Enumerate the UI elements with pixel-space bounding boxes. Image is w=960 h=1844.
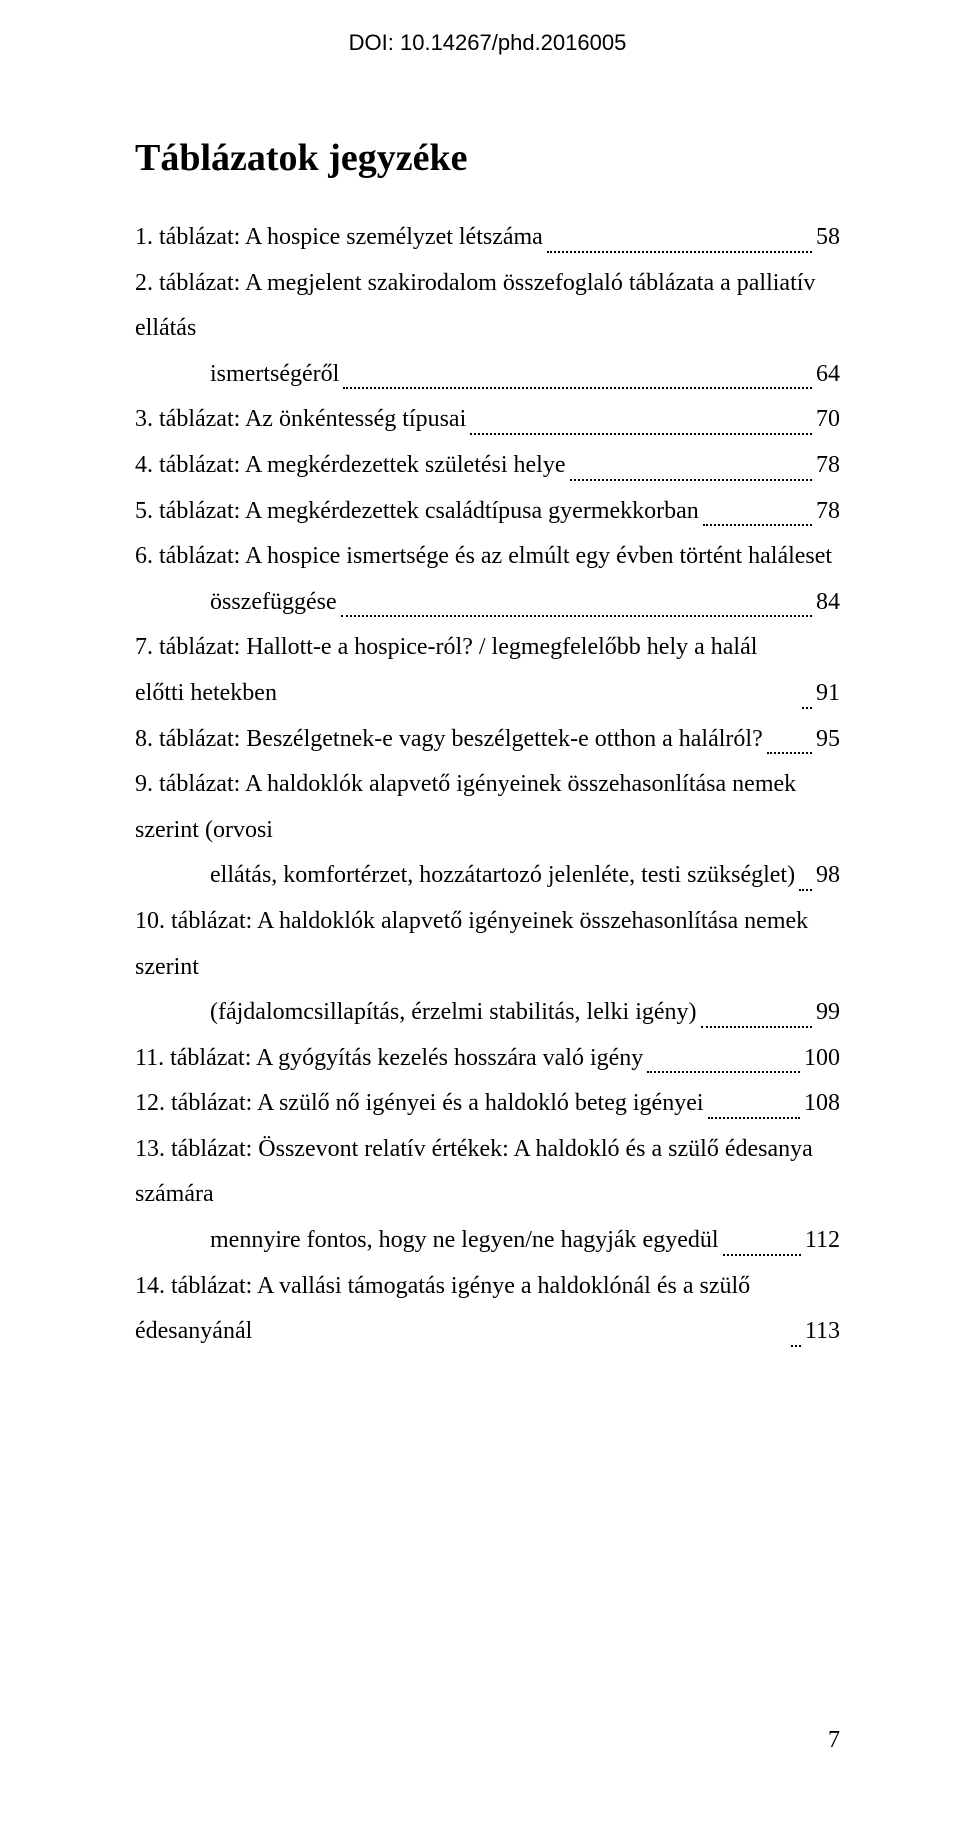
- toc-entry-text: 12. táblázat: A szülő nő igényei és a ha…: [135, 1081, 704, 1127]
- toc-leader: [341, 615, 812, 617]
- toc-entry-continuation: ismertségéről 64: [135, 352, 840, 398]
- toc-entry-cont-text: összefüggése: [210, 580, 337, 626]
- toc-entry-page: 112: [805, 1218, 840, 1264]
- toc-entry-page: 70: [816, 397, 840, 443]
- toc-entry: 4. táblázat: A megkérdezettek születési …: [135, 443, 840, 489]
- toc-entry: 11. táblázat: A gyógyítás kezelés hosszá…: [135, 1036, 840, 1082]
- toc-entry-page: 78: [816, 489, 840, 535]
- toc-entry-continuation: összefüggése 84: [135, 580, 840, 626]
- toc-entry-page: 64: [816, 352, 840, 398]
- toc-entry-text: 6. táblázat: A hospice ismertsége és az …: [135, 534, 832, 580]
- toc-entry-continuation: mennyire fontos, hogy ne legyen/ne hagyj…: [135, 1218, 840, 1264]
- toc-entry-cont-text: ellátás, komfortérzet, hozzátartozó jele…: [210, 853, 795, 899]
- doi-header: DOI: 10.14267/phd.2016005: [135, 30, 840, 56]
- toc-entry-text: 11. táblázat: A gyógyítás kezelés hosszá…: [135, 1036, 643, 1082]
- toc-entry: 10. táblázat: A haldoklók alapvető igény…: [135, 899, 840, 990]
- toc-leader: [701, 1026, 812, 1028]
- toc-leader: [723, 1254, 801, 1256]
- toc-entry: 1. táblázat: A hospice személyzet létszá…: [135, 215, 840, 261]
- toc-leader: [703, 524, 812, 526]
- toc-entry: 2. táblázat: A megjelent szakirodalom ös…: [135, 261, 840, 352]
- toc-entry-page: 99: [816, 990, 840, 1036]
- toc-entry-page: 84: [816, 580, 840, 626]
- toc-entry-continuation: ellátás, komfortérzet, hozzátartozó jele…: [135, 853, 840, 899]
- toc-entry-text: 7. táblázat: Hallott-e a hospice-ról? / …: [135, 625, 798, 716]
- toc-entry-text: 8. táblázat: Beszélgetnek-e vagy beszélg…: [135, 717, 763, 763]
- toc-leader: [343, 387, 812, 389]
- toc-entry-text: 2. táblázat: A megjelent szakirodalom ös…: [135, 261, 840, 352]
- toc-entry-text: 10. táblázat: A haldoklók alapvető igény…: [135, 899, 840, 990]
- toc-leader: [470, 433, 812, 435]
- toc-entry-page: 113: [805, 1309, 840, 1355]
- toc-entry-page: 100: [804, 1036, 840, 1082]
- toc-leader: [799, 889, 812, 891]
- toc-leader: [647, 1071, 800, 1073]
- toc-entry: 6. táblázat: A hospice ismertsége és az …: [135, 534, 840, 580]
- page-number: 7: [828, 1727, 840, 1754]
- toc-entry-text: 5. táblázat: A megkérdezettek családtípu…: [135, 489, 699, 535]
- toc-entry: 13. táblázat: Összevont relatív értékek:…: [135, 1127, 840, 1218]
- toc-entry-page: 95: [816, 717, 840, 763]
- toc-entry-page: 108: [804, 1081, 840, 1127]
- toc-entry-cont-text: mennyire fontos, hogy ne legyen/ne hagyj…: [210, 1218, 719, 1264]
- toc-entry: 14. táblázat: A vallási támogatás igénye…: [135, 1264, 840, 1355]
- toc-leader: [802, 707, 812, 709]
- page-title: Táblázatok jegyzéke: [135, 136, 840, 180]
- toc-entry-page: 58: [816, 215, 840, 261]
- toc-leader: [708, 1117, 800, 1119]
- toc-entry-page: 98: [816, 853, 840, 899]
- toc-entry-text: 1. táblázat: A hospice személyzet létszá…: [135, 215, 543, 261]
- toc-entry-text: 3. táblázat: Az önkéntesség típusai: [135, 397, 466, 443]
- toc-leader: [547, 251, 812, 253]
- toc-leader: [767, 752, 812, 754]
- toc-entry-text: 13. táblázat: Összevont relatív értékek:…: [135, 1127, 840, 1218]
- toc-entry: 7. táblázat: Hallott-e a hospice-ról? / …: [135, 625, 840, 716]
- toc-entry: 8. táblázat: Beszélgetnek-e vagy beszélg…: [135, 717, 840, 763]
- toc-entry-text: 14. táblázat: A vallási támogatás igénye…: [135, 1264, 787, 1355]
- toc-entry-page: 91: [816, 671, 840, 717]
- toc-entry: 12. táblázat: A szülő nő igényei és a ha…: [135, 1081, 840, 1127]
- toc-leader: [570, 479, 813, 481]
- toc-entry: 3. táblázat: Az önkéntesség típusai 70: [135, 397, 840, 443]
- toc-entry-cont-text: (fájdalomcsillapítás, érzelmi stabilitás…: [210, 990, 697, 1036]
- toc-entry: 9. táblázat: A haldoklók alapvető igénye…: [135, 762, 840, 853]
- document-page: DOI: 10.14267/phd.2016005 Táblázatok jeg…: [0, 0, 960, 1844]
- toc-entry-text: 9. táblázat: A haldoklók alapvető igénye…: [135, 762, 840, 853]
- toc-entry-text: 4. táblázat: A megkérdezettek születési …: [135, 443, 566, 489]
- toc-leader: [791, 1345, 801, 1347]
- toc-entry: 5. táblázat: A megkérdezettek családtípu…: [135, 489, 840, 535]
- toc-entry-continuation: (fájdalomcsillapítás, érzelmi stabilitás…: [135, 990, 840, 1036]
- toc-entry-page: 78: [816, 443, 840, 489]
- table-of-contents: 1. táblázat: A hospice személyzet létszá…: [135, 215, 840, 1355]
- toc-entry-cont-text: ismertségéről: [210, 352, 339, 398]
